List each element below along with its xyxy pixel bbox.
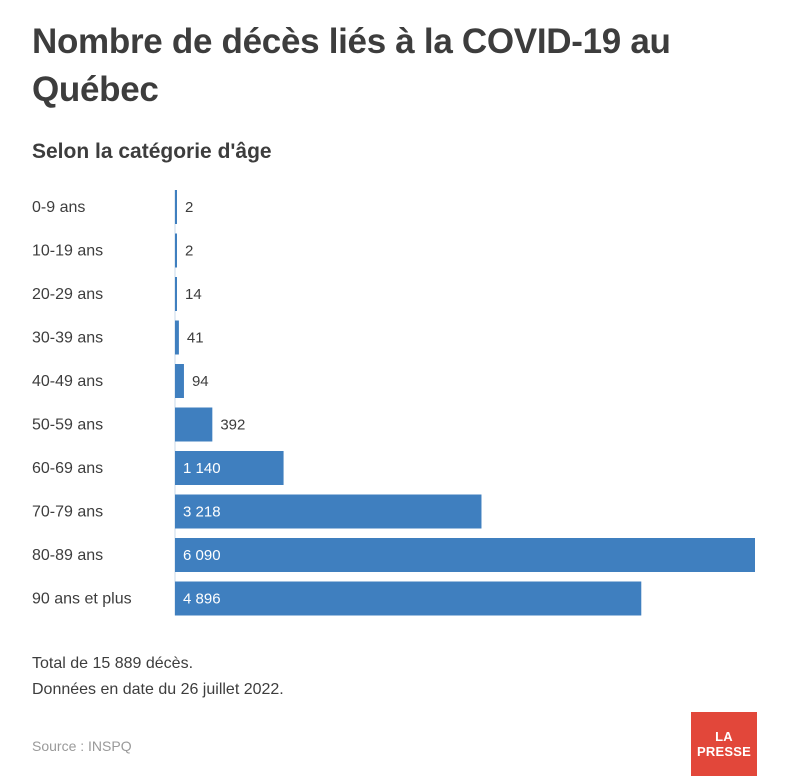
value-label: 3 218 <box>183 504 221 521</box>
date-note: Données en date du 26 juillet 2022. <box>32 681 284 698</box>
value-label: 94 <box>192 373 209 390</box>
bar <box>175 364 184 398</box>
logo-line-1: LA <box>715 729 733 744</box>
category-label: 80-89 ans <box>32 547 103 564</box>
category-label: 0-9 ans <box>32 199 85 216</box>
value-label: 14 <box>185 286 202 303</box>
category-label: 40-49 ans <box>32 373 103 390</box>
value-label: 1 140 <box>183 460 221 477</box>
bar <box>175 233 177 268</box>
value-label: 41 <box>187 330 204 347</box>
value-label: 4 896 <box>183 591 221 608</box>
chart-subtitle: Selon la catégorie d'âge <box>32 140 272 163</box>
bar-chart: 0-9 ans 2 10-19 ans 2 20-29 ans 14 30-39 ans 41… <box>32 190 755 616</box>
la-presse-logo: LA PRESSE <box>691 712 757 776</box>
bar <box>175 407 213 442</box>
bar <box>175 581 642 616</box>
value-label: 6 090 <box>183 547 221 564</box>
bar <box>175 538 755 572</box>
bar <box>175 494 482 529</box>
category-label: 90 ans et plus <box>32 591 132 608</box>
bar <box>175 190 177 224</box>
category-label: 50-59 ans <box>32 417 103 434</box>
category-label: 60-69 ans <box>32 460 103 477</box>
category-label: 30-39 ans <box>32 330 103 347</box>
bar <box>175 277 177 311</box>
logo-line-2: PRESSE <box>697 744 751 759</box>
bar <box>175 320 179 355</box>
chart-title: Nombre de décès liés à la COVID-19 au Qu… <box>32 22 671 109</box>
category-label: 20-29 ans <box>32 286 103 303</box>
value-label: 392 <box>220 417 245 434</box>
category-label: 10-19 ans <box>32 243 103 260</box>
category-label: 70-79 ans <box>32 504 103 521</box>
value-label: 2 <box>185 243 193 260</box>
total-note: Total de 15 889 décès. <box>32 655 194 672</box>
value-label: 2 <box>185 199 193 216</box>
bar <box>175 451 284 485</box>
source-note: Source : INSPQ <box>32 738 132 754</box>
